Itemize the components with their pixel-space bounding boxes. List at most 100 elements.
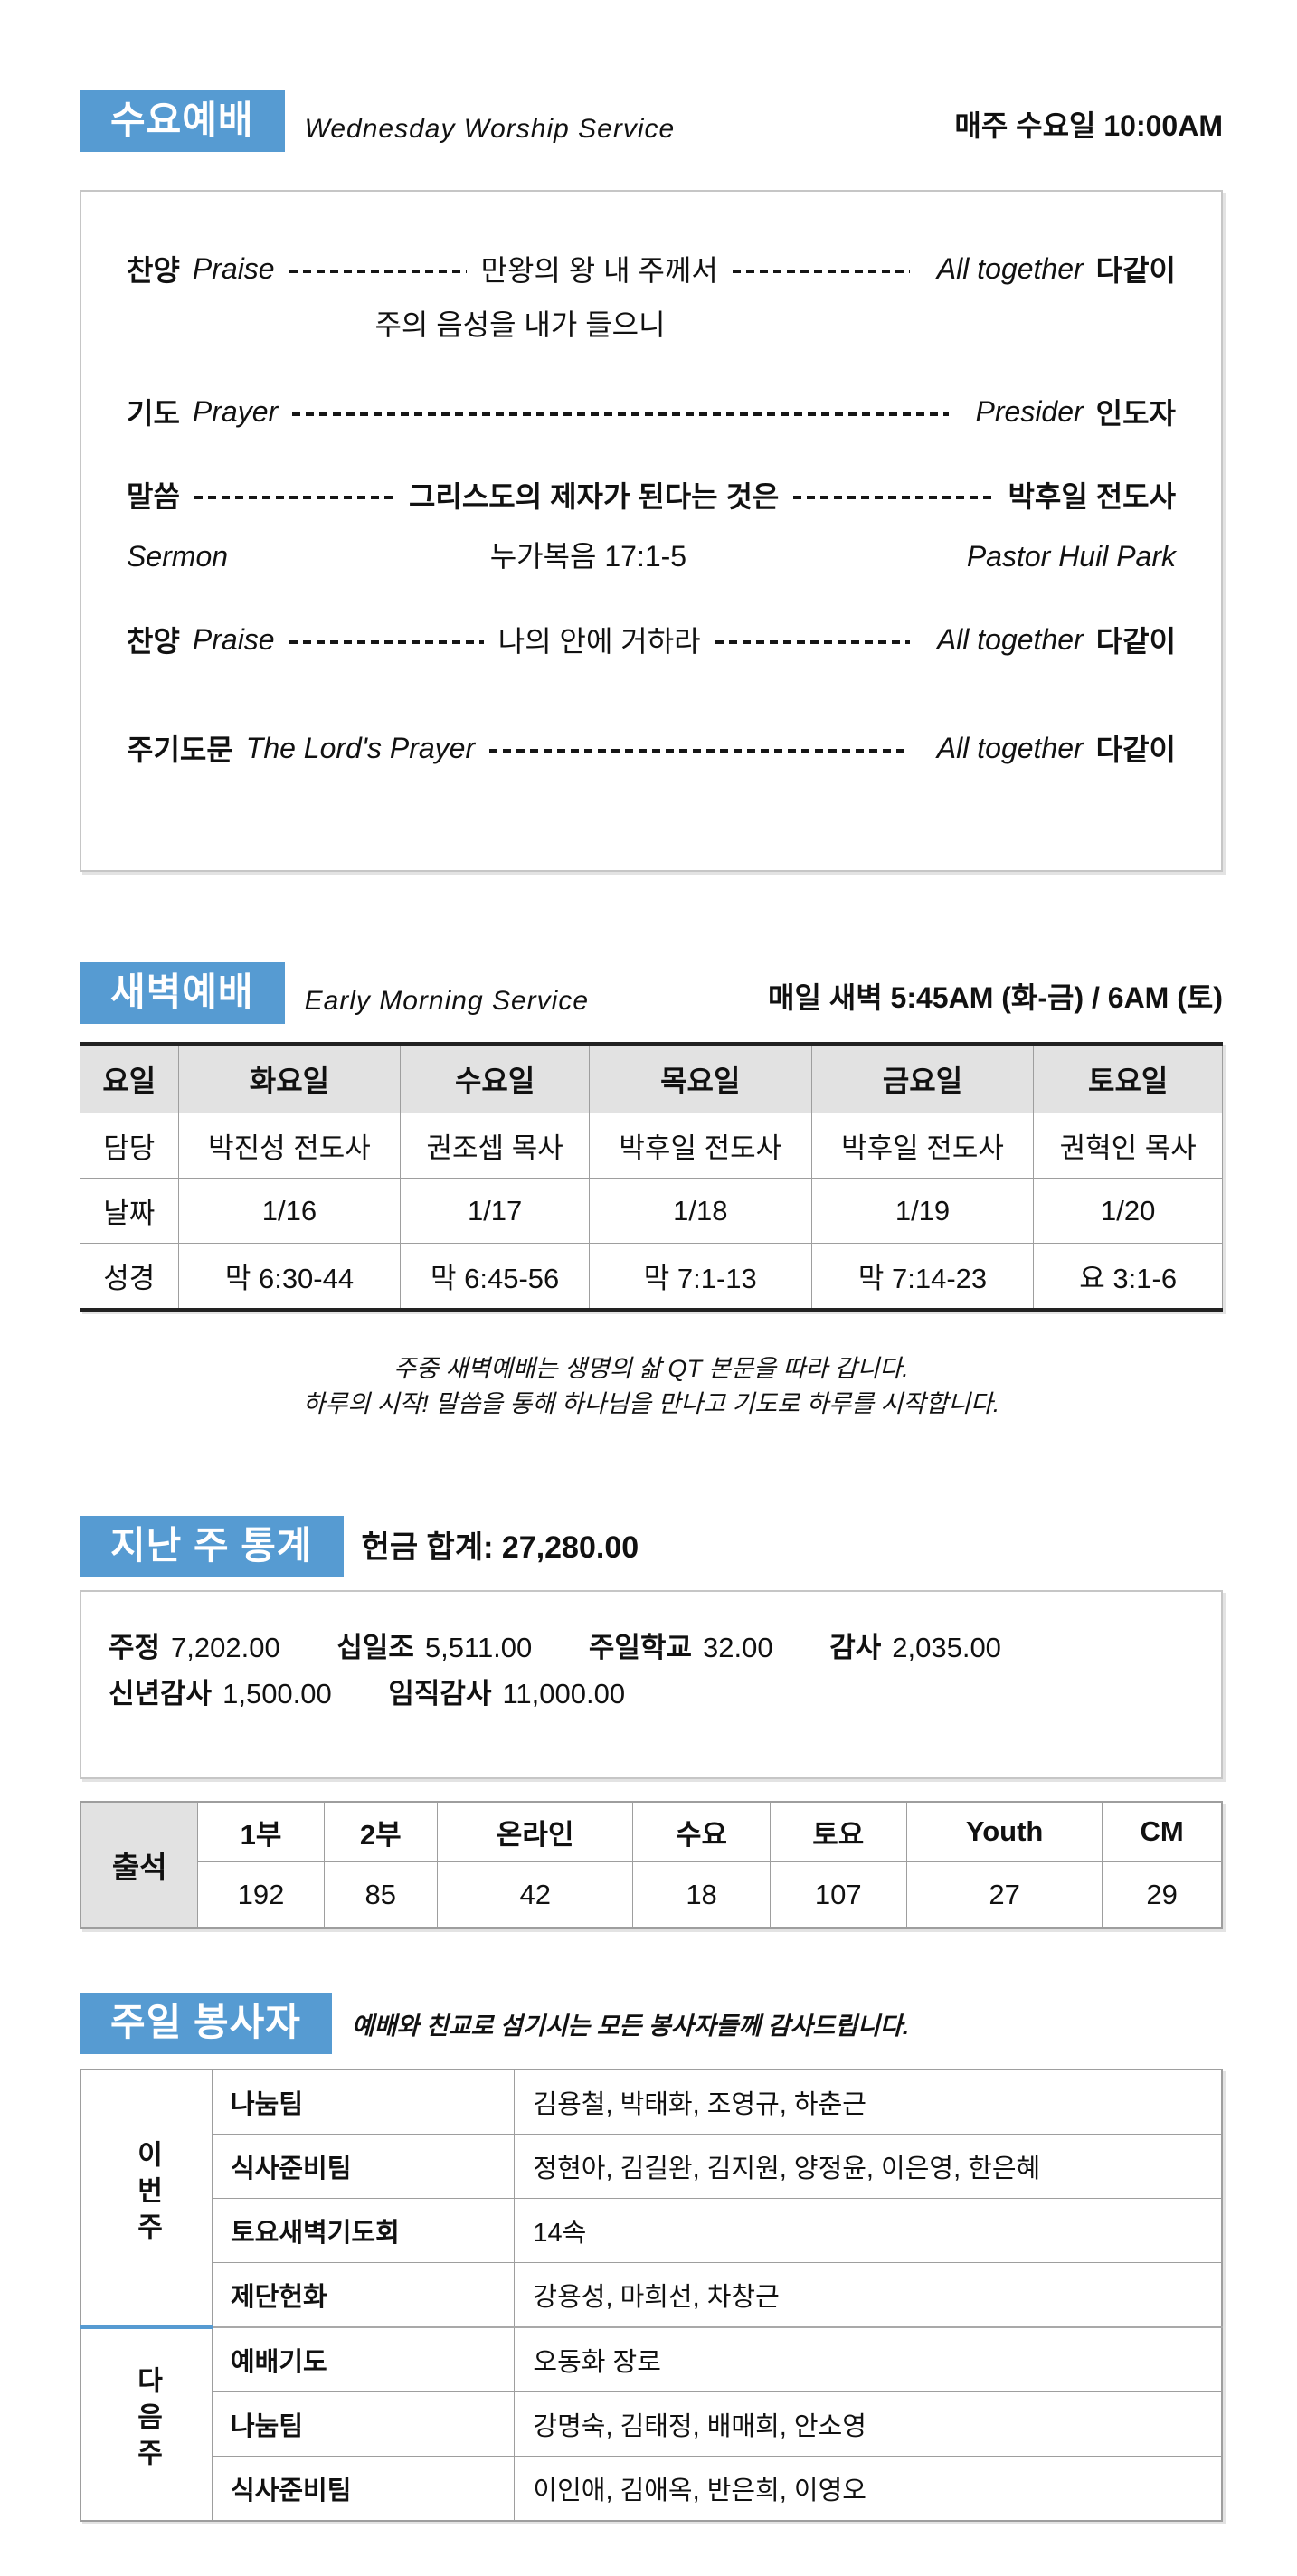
table-row: 토요새벽기도회 14속 (80, 2197, 1223, 2263)
offering-value: 5,511.00 (424, 1632, 533, 1664)
prayer-by-en: Presider (975, 394, 1084, 428)
offering-total: 헌금 합계: 27,280.00 (361, 1530, 639, 1566)
volunteers-subtitle: 예배와 친교로 섬기시는 모든 봉사자들께 감사드립니다. (351, 2012, 910, 2040)
column-header: 요일 (80, 1043, 179, 1113)
attendance-row-label: 출석 (80, 1801, 199, 1929)
cell: 박후일 전도사 (588, 1113, 812, 1179)
early-morning-table: 요일 화요일 수요일 목요일 금요일 토요일 담당 박진성 전도사 권조셉 목사… (80, 1042, 1223, 1312)
dash-leader (194, 496, 394, 499)
column-header: 수요일 (400, 1043, 590, 1113)
names-cell: 강명숙, 김태정, 배매희, 안소영 (514, 2391, 1223, 2457)
sermon-scripture: 누가복음 17:1-5 (489, 540, 687, 573)
volunteers-title-badge: 주일 봉사자 (80, 1992, 332, 2054)
cell: 1/18 (588, 1178, 812, 1244)
offering-label: 십일조 (336, 1632, 414, 1664)
cell: 권조셉 목사 (400, 1113, 590, 1179)
offering-item: 십일조 5,511.00 (336, 1624, 532, 1671)
column-header: 금요일 (810, 1043, 1035, 1113)
lords-prayer-row: 주기도문 The Lord's Prayer All together 다같이 (127, 727, 1176, 769)
offering-item: 임직감사 11,000.00 (388, 1671, 625, 1717)
prayer-label: 기도 (127, 397, 180, 430)
praise1-row: 찬양 Praise 만왕의 왕 내 주께서 All together 다같이 (127, 248, 1176, 289)
lords-prayer-by: 다같이 (1095, 734, 1176, 766)
praise1-label: 찬양 (127, 254, 180, 287)
lords-prayer-by-en: All together (936, 731, 1084, 764)
role-cell: 식사준비팀 (211, 2133, 516, 2199)
offering-box: 주정 7,202.00 십일조 5,511.00 주일학교 32.00 감사 2,035… (80, 1590, 1223, 1779)
column-header: 토요 (769, 1801, 907, 1862)
cell: 권혁인 목사 (1033, 1113, 1223, 1179)
sermon-title: 그리스도의 제자가 된다는 것은 (408, 480, 780, 513)
row-label: 성경 (80, 1243, 179, 1311)
wednesday-header: 수요예배 Wednesday Worship Service 매주 수요일 10… (80, 90, 1223, 152)
offering-item: 신년감사 1,500.00 (109, 1671, 332, 1717)
wednesday-title-badge: 수요예배 (80, 90, 285, 152)
offering-label: 임직감사 (388, 1678, 492, 1710)
praise1-label-en: Praise (192, 251, 275, 285)
wednesday-schedule: 매주 수요일 10:00AM (954, 109, 1223, 142)
cell: 1/19 (810, 1178, 1035, 1244)
names-cell: 정현아, 김길완, 김지원, 양정윤, 이은영, 한은혜 (514, 2133, 1223, 2199)
early-morning-notes: 주중 새벽예배는 생명의 삶 QT 본문을 따라 갑니다. 하루의 시작! 말씀… (80, 1351, 1223, 1422)
offering-value: 2,035.00 (892, 1632, 1001, 1664)
table-row: 담당 박진성 전도사 권조셉 목사 박후일 전도사 박후일 전도사 권혁인 목사 (80, 1113, 1223, 1179)
dash-leader (292, 412, 949, 416)
names-cell: 강용성, 마희선, 차창근 (514, 2261, 1223, 2328)
dash-leader (289, 270, 467, 273)
dash-leader (732, 270, 910, 273)
column-header: 1부 (197, 1801, 325, 1862)
volunteers-table: 이번주 나눔팀 김용철, 박태화, 조영규, 하춘근 식사준비팀 정현아, 김길… (80, 2068, 1223, 2522)
lords-prayer-label-en: The Lord's Prayer (245, 731, 476, 764)
offering-label: 감사 (829, 1632, 882, 1664)
role-cell: 제단헌화 (211, 2261, 516, 2328)
cell: 85 (323, 1861, 438, 1929)
offering-item: 주정 7,202.00 (109, 1624, 280, 1671)
role-cell: 식사준비팀 (211, 2455, 516, 2522)
cell: 1/16 (177, 1178, 402, 1244)
prayer-row: 기도 Prayer Presider 인도자 (127, 391, 1176, 432)
table-header-row: 요일 화요일 수요일 목요일 금요일 토요일 (80, 1043, 1223, 1113)
offering-line: 신년감사 1,500.00 임직감사 11,000.00 (109, 1671, 1194, 1717)
names-cell: 김용철, 박태화, 조영규, 하춘근 (514, 2069, 1223, 2135)
this-week-group-cell: 이번주 (80, 2069, 213, 2328)
offering-item: 주일학교 32.00 (589, 1624, 773, 1671)
cell: 18 (632, 1861, 771, 1929)
sermon-by-en: Pastor Huil Park (966, 540, 1176, 573)
table-row: 날짜 1/16 1/17 1/18 1/19 1/20 (80, 1178, 1223, 1244)
sermon-subrow: Sermon 누가복음 17:1-5 Pastor Huil Park (127, 534, 1176, 575)
table-row: 이번주 나눔팀 김용철, 박태화, 조영규, 하춘근 (80, 2069, 1223, 2328)
cell: 요 3:1-6 (1033, 1243, 1223, 1311)
wednesday-subtitle: Wednesday Worship Service (304, 114, 676, 144)
offering-label: 주일학교 (588, 1632, 692, 1664)
stats-title-badge: 지난 주 통계 (80, 1516, 344, 1578)
cell: 29 (1102, 1861, 1223, 1929)
cell: 27 (905, 1861, 1103, 1929)
table-row: 제단헌화 강용성, 마희선, 차창근 (80, 2261, 1223, 2328)
praise2-song: 나의 안에 거하라 (497, 625, 701, 658)
attendance-header-row: 출석 1부 2부 온라인 수요 토요 Youth CM (80, 1801, 1223, 1929)
cell: 막 7:14-23 (810, 1243, 1035, 1311)
cell: 42 (436, 1861, 634, 1929)
offering-value: 1,500.00 (222, 1678, 332, 1710)
praise2-by: 다같이 (1095, 625, 1177, 658)
role-cell: 나눔팀 (211, 2391, 516, 2457)
praise1-by: 다같이 (1095, 254, 1176, 287)
cell: 1/17 (400, 1178, 590, 1244)
next-week-label: 다음주 (132, 2366, 162, 2476)
column-header: CM (1102, 1801, 1223, 1862)
column-header: 2부 (323, 1801, 438, 1862)
column-header: Youth (905, 1801, 1103, 1862)
role-cell: 토요새벽기도회 (211, 2197, 516, 2263)
cell: 막 7:1-13 (588, 1243, 812, 1311)
names-cell: 이인애, 김애옥, 반은희, 이영오 (514, 2455, 1223, 2522)
next-week-group-cell: 다음주 (80, 2325, 213, 2522)
lords-prayer-label: 주기도문 (127, 734, 233, 766)
praise1-by-en: All together (936, 251, 1084, 285)
stats-header: 지난 주 통계 헌금 합계: 27,280.00 (80, 1516, 1223, 1578)
sermon-label: 말씀 (127, 480, 180, 513)
note-line: 하루의 시작! 말씀을 통해 하나님을 만나고 기도로 하루를 시작합니다. (302, 1390, 1000, 1418)
names-cell: 오동화 장로 (514, 2325, 1223, 2392)
offering-value: 32.00 (703, 1632, 773, 1664)
praise1-song2: 주의 음성을 내가 들으니 (374, 308, 666, 341)
column-header: 목요일 (588, 1043, 812, 1113)
